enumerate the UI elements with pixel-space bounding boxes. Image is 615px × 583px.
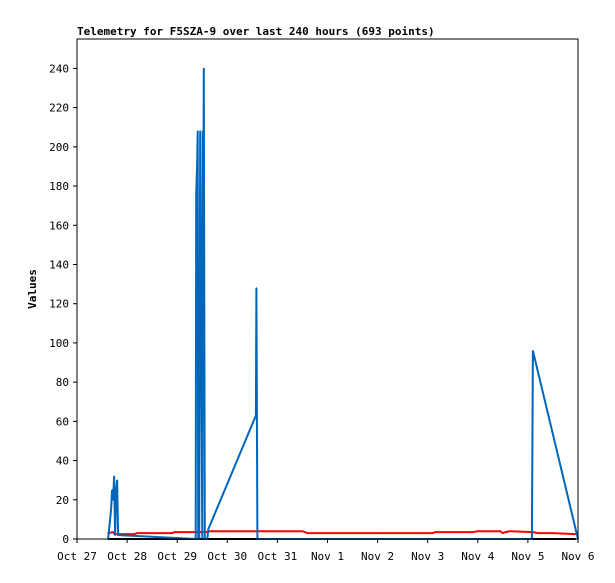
data-point: [207, 528, 210, 530]
data-point: [202, 130, 204, 132]
x-tick-label: Nov 1: [311, 550, 344, 563]
data-point: [199, 130, 201, 132]
x-tick-label: Nov 3: [411, 550, 444, 563]
y-tick-label: 120: [49, 298, 69, 311]
data-point: [537, 532, 539, 534]
y-tick-label: 100: [49, 337, 69, 350]
y-tick-label: 20: [56, 494, 69, 507]
data-point: [552, 532, 554, 534]
data-point: [117, 534, 119, 536]
data-point: [112, 531, 114, 533]
data-point: [499, 530, 502, 532]
data-point: [301, 530, 304, 532]
x-tick-label: Nov 5: [511, 550, 544, 563]
y-tick-label: 140: [49, 258, 69, 271]
data-point: [203, 67, 205, 70]
x-tick-label: Oct 27: [57, 550, 97, 563]
data-point: [133, 533, 136, 535]
data-point: [255, 414, 257, 417]
data-point: [504, 531, 507, 533]
y-axis-label: Values: [26, 269, 39, 309]
data-point: [171, 532, 173, 534]
y-tick-label: 160: [49, 219, 69, 232]
data-point: [110, 508, 112, 511]
x-tick-label: Oct 30: [207, 550, 247, 563]
data-point: [196, 161, 198, 164]
plot-frame: [76, 38, 579, 540]
data-point: [241, 530, 244, 532]
data-point: [116, 479, 118, 482]
y-tick-label: 200: [49, 141, 69, 154]
y-tick-label: 220: [49, 102, 69, 115]
data-point: [376, 532, 379, 534]
x-tick-label: Oct 28: [107, 550, 147, 563]
data-point: [113, 475, 115, 478]
y-tick-label: 240: [49, 62, 69, 75]
x-tick-label: Nov 6: [561, 550, 594, 563]
data-point: [202, 224, 205, 227]
data-point: [111, 489, 113, 491]
x-tick-label: Nov 2: [361, 550, 394, 563]
y-tick-label: 180: [49, 180, 69, 193]
y-tick-label: 40: [56, 455, 69, 468]
data-point: [173, 531, 176, 533]
y-tick-label: 0: [62, 533, 69, 546]
y-tick-label: 80: [56, 376, 69, 389]
x-tick-label: Nov 4: [461, 550, 494, 563]
axis-layer: 0 20 40 60 80 100 120 140 160 180 200 220 240 Oct 27 O…: [49, 62, 594, 563]
x-tick-label: Oct 29: [157, 550, 197, 563]
chart-title: Telemetry for F5SZA-9 over last 240 hour…: [77, 25, 435, 38]
data-point: [509, 530, 512, 532]
x-tick-label: Oct 31: [258, 550, 298, 563]
y-tick-label: 60: [56, 415, 69, 428]
data-point: [195, 193, 197, 195]
data-point: [209, 530, 211, 532]
data-point: [115, 489, 117, 491]
data-point: [255, 287, 258, 289]
data-point: [434, 531, 437, 533]
data-point: [532, 350, 534, 352]
data-point: [136, 532, 138, 534]
data-point: [306, 532, 309, 534]
data-point: [196, 130, 199, 132]
data-point: [502, 532, 504, 534]
data-point: [472, 531, 474, 533]
data-point: [477, 530, 479, 532]
data-point: [112, 499, 114, 501]
series-line: [107, 68, 579, 541]
data-point: [286, 530, 289, 532]
data-point: [114, 534, 116, 536]
data-point: [431, 532, 434, 534]
